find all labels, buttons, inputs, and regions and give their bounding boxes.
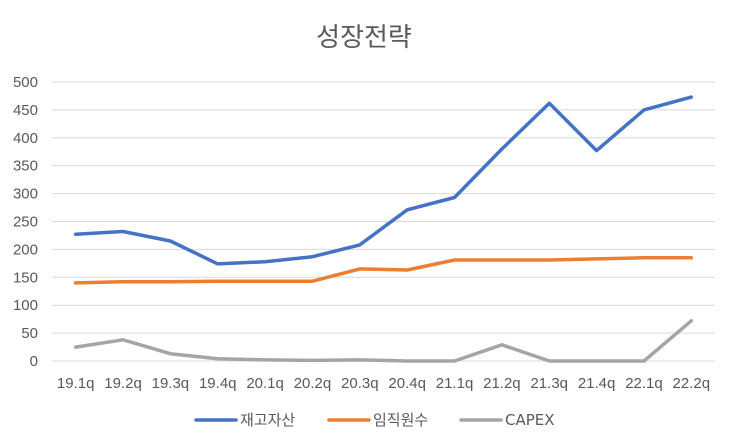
legend: 재고자산 임직원수 CAPEX bbox=[194, 411, 555, 429]
legend-label-1: 재고자산 bbox=[240, 411, 295, 429]
y-tick-label: 300 bbox=[13, 186, 38, 203]
y-axis-ticks: 0 50 100 150 200 250 300 350 400 450 500 bbox=[13, 74, 38, 370]
x-tick-label: 20.2q bbox=[294, 375, 332, 392]
x-tick-label: 19.2q bbox=[104, 375, 142, 392]
series-lines bbox=[73, 95, 694, 363]
series-line-2 bbox=[73, 256, 694, 285]
y-tick-label: 50 bbox=[21, 325, 38, 342]
chart-title: 성장전략 bbox=[316, 23, 412, 53]
x-tick-label: 21.2q bbox=[483, 375, 521, 392]
series-line-1 bbox=[73, 95, 694, 266]
x-tick-label: 19.4q bbox=[199, 375, 237, 392]
x-tick-label: 21.1q bbox=[436, 375, 474, 392]
y-tick-label: 150 bbox=[13, 269, 38, 286]
x-axis-ticks: 19.1q 19.2q 19.3q 19.4q 20.1q 20.2q 20.3q 20.4q… bbox=[57, 375, 710, 392]
series-line-3 bbox=[73, 319, 694, 363]
y-tick-label: 100 bbox=[13, 297, 38, 314]
x-tick-label: 19.3q bbox=[152, 375, 190, 392]
x-tick-label: 20.1q bbox=[246, 375, 284, 392]
y-tick-label: 500 bbox=[13, 74, 38, 91]
y-tick-label: 450 bbox=[13, 102, 38, 119]
y-tick-label: 0 bbox=[30, 353, 38, 370]
y-tick-label: 400 bbox=[13, 130, 38, 147]
legend-label-2: 임직원수 bbox=[373, 411, 428, 429]
x-tick-label: 19.1q bbox=[57, 375, 95, 392]
x-tick-label: 22.2q bbox=[673, 375, 711, 392]
x-tick-label: 20.3q bbox=[341, 375, 379, 392]
gridlines bbox=[52, 81, 715, 362]
legend-label-3: CAPEX bbox=[505, 411, 555, 429]
x-tick-label: 21.3q bbox=[530, 375, 568, 392]
y-tick-label: 250 bbox=[13, 214, 38, 231]
y-tick-label: 350 bbox=[13, 158, 38, 175]
x-tick-label: 20.4q bbox=[388, 375, 426, 392]
y-tick-label: 200 bbox=[13, 241, 38, 258]
x-tick-label: 22.1q bbox=[625, 375, 663, 392]
x-tick-label: 21.4q bbox=[578, 375, 616, 392]
